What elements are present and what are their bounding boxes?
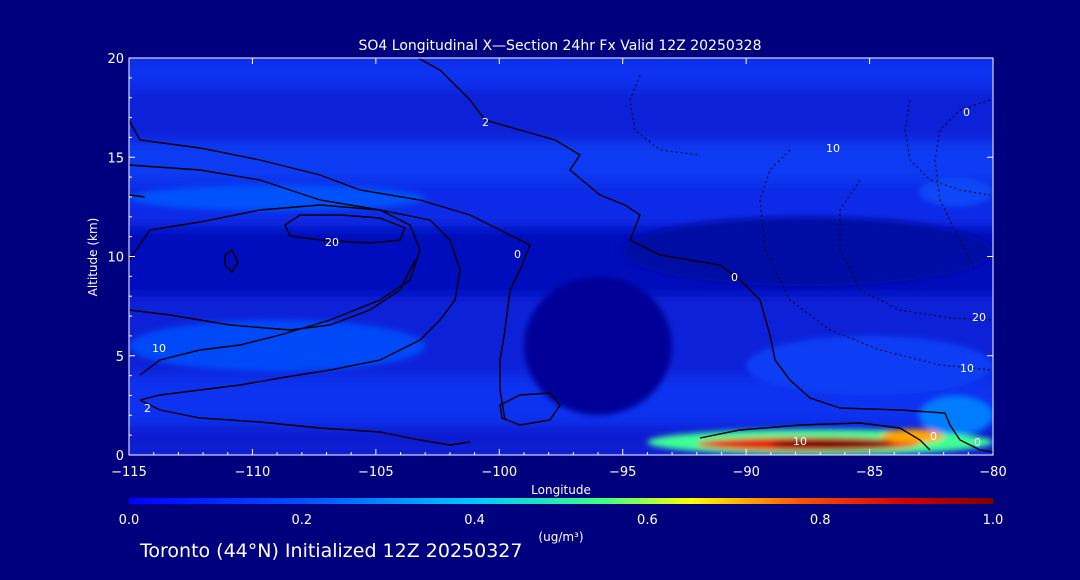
contour-label: 0: [974, 436, 981, 449]
contour-line: [129, 119, 531, 421]
colorbar-ticks: 0.0 0.2 0.4 0.6 0.8 1.0: [119, 513, 1004, 528]
contour-label: 10: [960, 362, 974, 375]
contour-label: 0: [731, 271, 738, 284]
field-band: [129, 141, 993, 182]
x-tick-label: −115: [111, 465, 147, 480]
dotted-contour: [759, 149, 993, 371]
contour-label: 10: [793, 435, 807, 448]
contour-line: [129, 164, 461, 401]
y-tick-label: 0: [116, 449, 124, 464]
dotted-contour: [904, 99, 991, 196]
field-patch: [129, 185, 426, 211]
contour-label: 20: [972, 311, 986, 324]
colorbar-tick-label: 0.2: [291, 513, 312, 528]
x-axis-label: Longitude: [531, 483, 591, 497]
y-tick-label: 15: [107, 151, 124, 166]
contour-line: [224, 248, 239, 274]
contour-label: 2: [144, 402, 151, 415]
contour-line: [699, 422, 931, 451]
field-band: [129, 58, 993, 88]
colorbar-tick-label: 1.0: [983, 513, 1004, 528]
field-patch: [622, 216, 993, 287]
field-patch: [770, 439, 895, 450]
contour-line: [499, 392, 561, 426]
colorbar-tick-label: 0.8: [810, 513, 831, 528]
contour-label: 2: [482, 116, 489, 129]
y-tick-label: 20: [107, 52, 124, 67]
y-axis-label: Altitude (km): [86, 218, 100, 297]
colorbar-tick-label: 0.0: [119, 513, 140, 528]
colorbar-units: (ug/m³): [538, 530, 583, 544]
x-axis: −115 −110 −105 −100 −95 −90 −85 −80: [111, 58, 1007, 480]
footer-caption: Toronto (44°N) Initialized 12Z 20250327: [140, 540, 523, 562]
contour-labels: 2 20 10 0 0 10 0 10 20 10 2 0 0: [144, 106, 986, 449]
x-tick-label: −80: [979, 465, 1006, 480]
x-tick-label: −90: [732, 465, 759, 480]
colorbar-tick-label: 0.4: [464, 513, 485, 528]
contour-line: [139, 399, 471, 446]
contour-line: [129, 204, 421, 376]
contour-line: [129, 259, 416, 331]
field-patch: [746, 335, 993, 396]
field-patch: [523, 276, 673, 416]
colorbar: [129, 498, 993, 504]
x-tick-label: −95: [609, 465, 636, 480]
x-tick-label: −85: [856, 465, 883, 480]
contour-line: [129, 194, 146, 198]
dotted-contours: [629, 74, 993, 371]
x-tick-label: −100: [481, 465, 517, 480]
contour-lines: [129, 58, 993, 453]
chart-title: SO4 Longitudinal X—Section 24hr Fx Valid…: [359, 38, 762, 54]
dotted-contour: [839, 179, 993, 321]
contour-label: 10: [826, 142, 840, 155]
contour-label: 0: [963, 106, 970, 119]
concentration-field: [129, 58, 993, 455]
x-tick-label: −110: [235, 465, 271, 480]
field-patch: [918, 177, 993, 207]
x-tick-label: −105: [358, 465, 394, 480]
contour-line: [417, 58, 993, 453]
y-tick-label: 10: [107, 251, 124, 266]
field-patch: [918, 395, 993, 436]
field-band: [129, 87, 993, 142]
colorbar-tick-label: 0.6: [637, 513, 658, 528]
contour-line: [284, 214, 406, 244]
contour-label: 0: [514, 248, 521, 261]
contour-label: 20: [325, 236, 339, 249]
contour-label: 0: [930, 430, 937, 443]
contour-label: 10: [152, 342, 166, 355]
field-patch: [129, 320, 426, 372]
plot-area: 2 20 10 0 0 10 0 10 20 10 2 0 0: [129, 58, 993, 455]
field-patches: [129, 177, 993, 455]
y-tick-label: 5: [116, 350, 124, 365]
dotted-contour: [934, 99, 991, 271]
